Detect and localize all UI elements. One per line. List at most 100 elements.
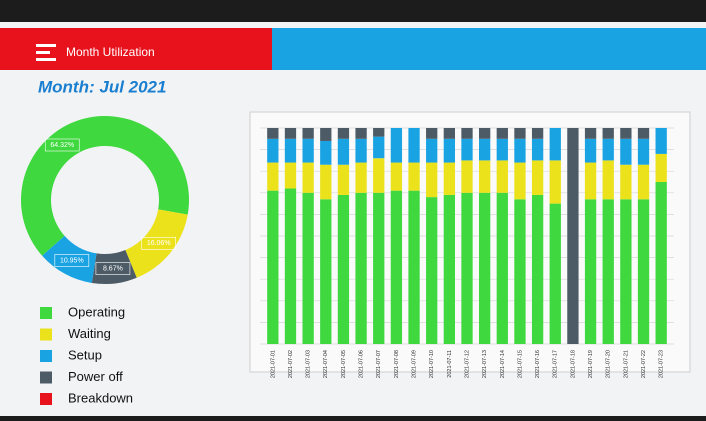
bar-segment [584,199,597,344]
bar-segment [267,162,279,191]
legend-label: Setup [68,347,102,362]
bar-segment [637,128,650,139]
label-box [54,254,90,267]
bar-segment [602,199,614,344]
bar-segment [549,128,561,161]
bar-segment [337,164,350,195]
bar-segment [284,128,297,139]
x-tick-label: 2021-07-08 [394,350,400,378]
donut-chart: 64.32% 16.06% 8.67% 10.95% Operating Waiting S… [21,115,189,405]
bar-segment [284,162,297,189]
bar-segment [531,128,544,139]
bar-segment [373,136,385,159]
x-tick-label: 2021-07-16 [535,350,541,378]
x-tick-label: 2021-07-12 [464,350,470,378]
x-tick-label: 2021-07-13 [482,350,488,378]
x-tick-label: 2021-07-02 [288,350,294,378]
bar-segment [655,128,667,154]
x-tick-label: 2021-07-05 [341,350,347,378]
bar-segment [602,160,614,200]
x-tick-label: 2021-07-20 [606,350,612,378]
bar-segment [320,128,332,141]
bar-segment [390,162,403,191]
bar-segment [320,140,332,165]
bar-segment [408,190,420,344]
bar-segment [373,128,385,137]
bar-segment [584,162,597,200]
bar-segment [443,162,455,195]
bar-segment [284,188,297,344]
x-tick-label: 2021-07-03 [306,350,312,378]
bar-segment [655,182,667,344]
x-tick-label: 2021-07-19 [588,350,594,378]
legend-label: Power off [68,369,123,384]
bar-segment [355,192,367,344]
bar-segment [443,128,455,139]
bar-segment [408,128,420,163]
bar-segment [514,199,526,344]
menu-icon-bar [36,44,56,47]
bar-segment [637,199,650,344]
bar-segment [426,162,438,198]
x-tick-label: 2021-07-07 [376,350,382,378]
bar-segment [620,128,632,139]
bar-segment [320,164,332,200]
bar-segment [390,128,403,163]
bar-segment [637,138,650,165]
bar-segment [620,138,632,165]
bar-segment [602,128,614,139]
donut-slice [125,209,188,278]
x-tick-label: 2021-07-11 [447,350,453,378]
label-box [44,138,80,152]
slice-label: 16.06% [147,240,171,247]
x-tick-label: 2021-07-15 [517,350,523,378]
header-right [272,28,706,70]
bar-segment [337,128,350,139]
x-tick-label: 2021-07-14 [500,350,506,378]
bar-segment [461,138,473,161]
bar-segment [584,138,597,163]
x-tick-label: 2021-07-23 [659,350,665,378]
month-label: Month: Jul 2021 [38,77,166,96]
bar-segment [620,199,632,344]
bar-segment [443,138,455,163]
legend-swatch [40,350,52,362]
bar-segment [584,128,597,139]
bar-segment [355,138,367,163]
bar-segment [267,190,279,344]
bar-segment [267,138,279,163]
bar-segment [355,128,367,139]
bar-segment [302,128,314,139]
bar-segment [408,162,420,191]
x-tick-label: 2021-07-06 [359,350,365,378]
menu-icon[interactable] [36,44,56,61]
bar-segment [302,162,314,193]
bar-segment [531,138,544,161]
bar-segment [479,160,491,193]
bar-segment [390,190,403,344]
bar-segment [531,194,544,344]
x-tick-label: 2021-07-01 [270,350,276,378]
legend-swatch [40,371,52,384]
bar-segment [373,192,385,344]
bar-segment [479,128,491,139]
x-tick-label: 2021-07-18 [570,350,576,378]
bar-segment [302,138,314,163]
label-box [141,237,176,250]
bar-chart: 2021-07-01 2021-07-02 2021-07-03 2021-07-04… [260,127,674,378]
bar-segment [461,128,473,139]
header-title: Month Utilization [66,45,155,59]
legend-label: Operating [68,304,125,319]
bar-segment [514,138,526,163]
bar-segment [337,194,350,344]
bar-segment [284,138,297,163]
menu-icon-bar [36,51,50,54]
bar-segment [479,192,491,344]
legend-swatch [40,307,52,319]
bar-segment [355,162,367,193]
bar-segment [602,138,614,161]
bar-segment [496,138,508,161]
x-tick-label: 2021-07-10 [429,350,435,378]
